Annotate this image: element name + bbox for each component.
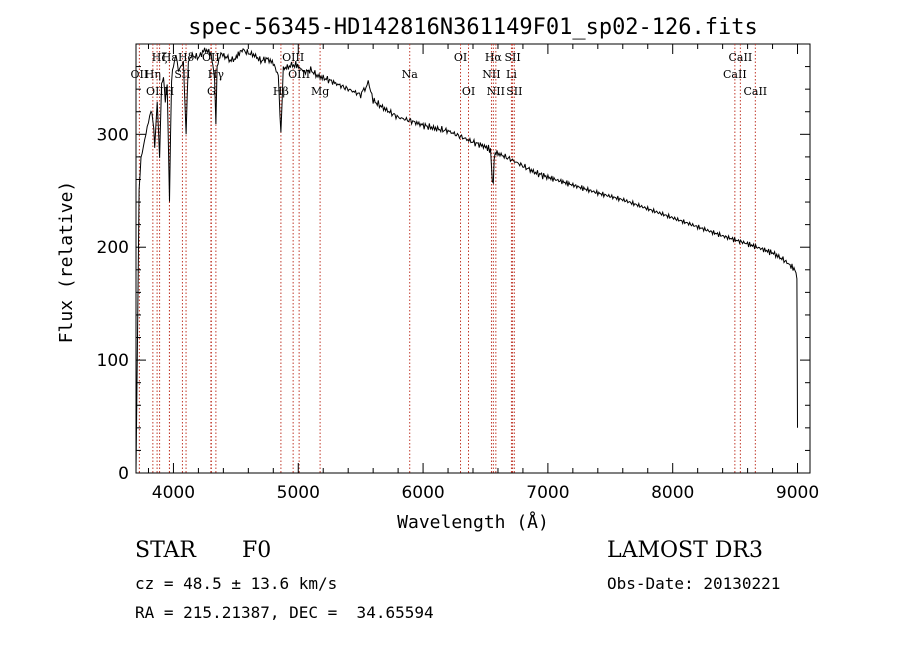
line-label: Hη: [145, 68, 161, 81]
line-label: OII: [202, 51, 220, 64]
line-label: Hε: [162, 51, 178, 64]
line-label: OIII: [282, 51, 304, 64]
line-label: NII: [482, 68, 500, 81]
x-tick-label: 4000: [152, 483, 195, 503]
line-label: CaII: [723, 68, 747, 81]
x-tick-label: 7000: [526, 483, 569, 503]
x-tick-label: 5000: [277, 483, 320, 503]
observation-date: Obs-Date: 20130221: [607, 574, 781, 593]
line-label: G: [207, 85, 216, 98]
survey-name: LAMOST DR3: [607, 538, 763, 563]
y-tick-label: 200: [97, 238, 129, 258]
plot-frame: [135, 43, 811, 474]
x-tick-label: 8000: [651, 483, 694, 503]
y-tick-label: 100: [97, 351, 129, 371]
line-label: Hζ: [152, 51, 168, 64]
y-tick-label: 0: [118, 464, 129, 484]
radial-velocity: cz = 48.5 ± 13.6 km/s: [135, 574, 338, 593]
line-label: NII: [487, 85, 505, 98]
line-label: Hγ: [208, 68, 225, 81]
line-label: OII: [131, 68, 149, 81]
line-label: CaII: [743, 85, 767, 98]
line-label: Hβ: [273, 85, 289, 98]
chart-title: spec-56345-HD142816N361149F01_sp02-126.f…: [188, 15, 758, 40]
line-label: OIII: [146, 85, 168, 98]
line-label: Na: [402, 68, 419, 81]
object-subclass: F0: [242, 538, 272, 563]
coordinates: RA = 215.21387, DEC = 34.65594: [135, 603, 434, 622]
y-tick-label: 300: [97, 125, 129, 145]
line-label: CaII: [729, 51, 753, 64]
line-label: SII: [504, 51, 520, 64]
x-tick-label: 6000: [401, 483, 444, 503]
x-axis-label: Wavelength (Å): [397, 511, 549, 533]
line-label: Li: [506, 68, 517, 81]
axis-ticks: 4000 5000 6000 7000 8000 9000 0 100 200 300: [97, 44, 819, 503]
spectrum-line: [135, 47, 798, 474]
line-label: Hδ: [178, 51, 195, 64]
line-label: Mg: [311, 85, 329, 98]
line-markers: [138, 44, 756, 473]
x-tick-label: 9000: [776, 483, 819, 503]
object-class: STAR: [135, 538, 196, 563]
line-label: OI: [454, 51, 467, 64]
y-axis-label: Flux (relative): [56, 181, 77, 344]
line-label: OI: [462, 85, 475, 98]
line-label: SII: [506, 85, 522, 98]
line-label: H: [165, 85, 175, 98]
line-label: Hα: [485, 51, 503, 64]
